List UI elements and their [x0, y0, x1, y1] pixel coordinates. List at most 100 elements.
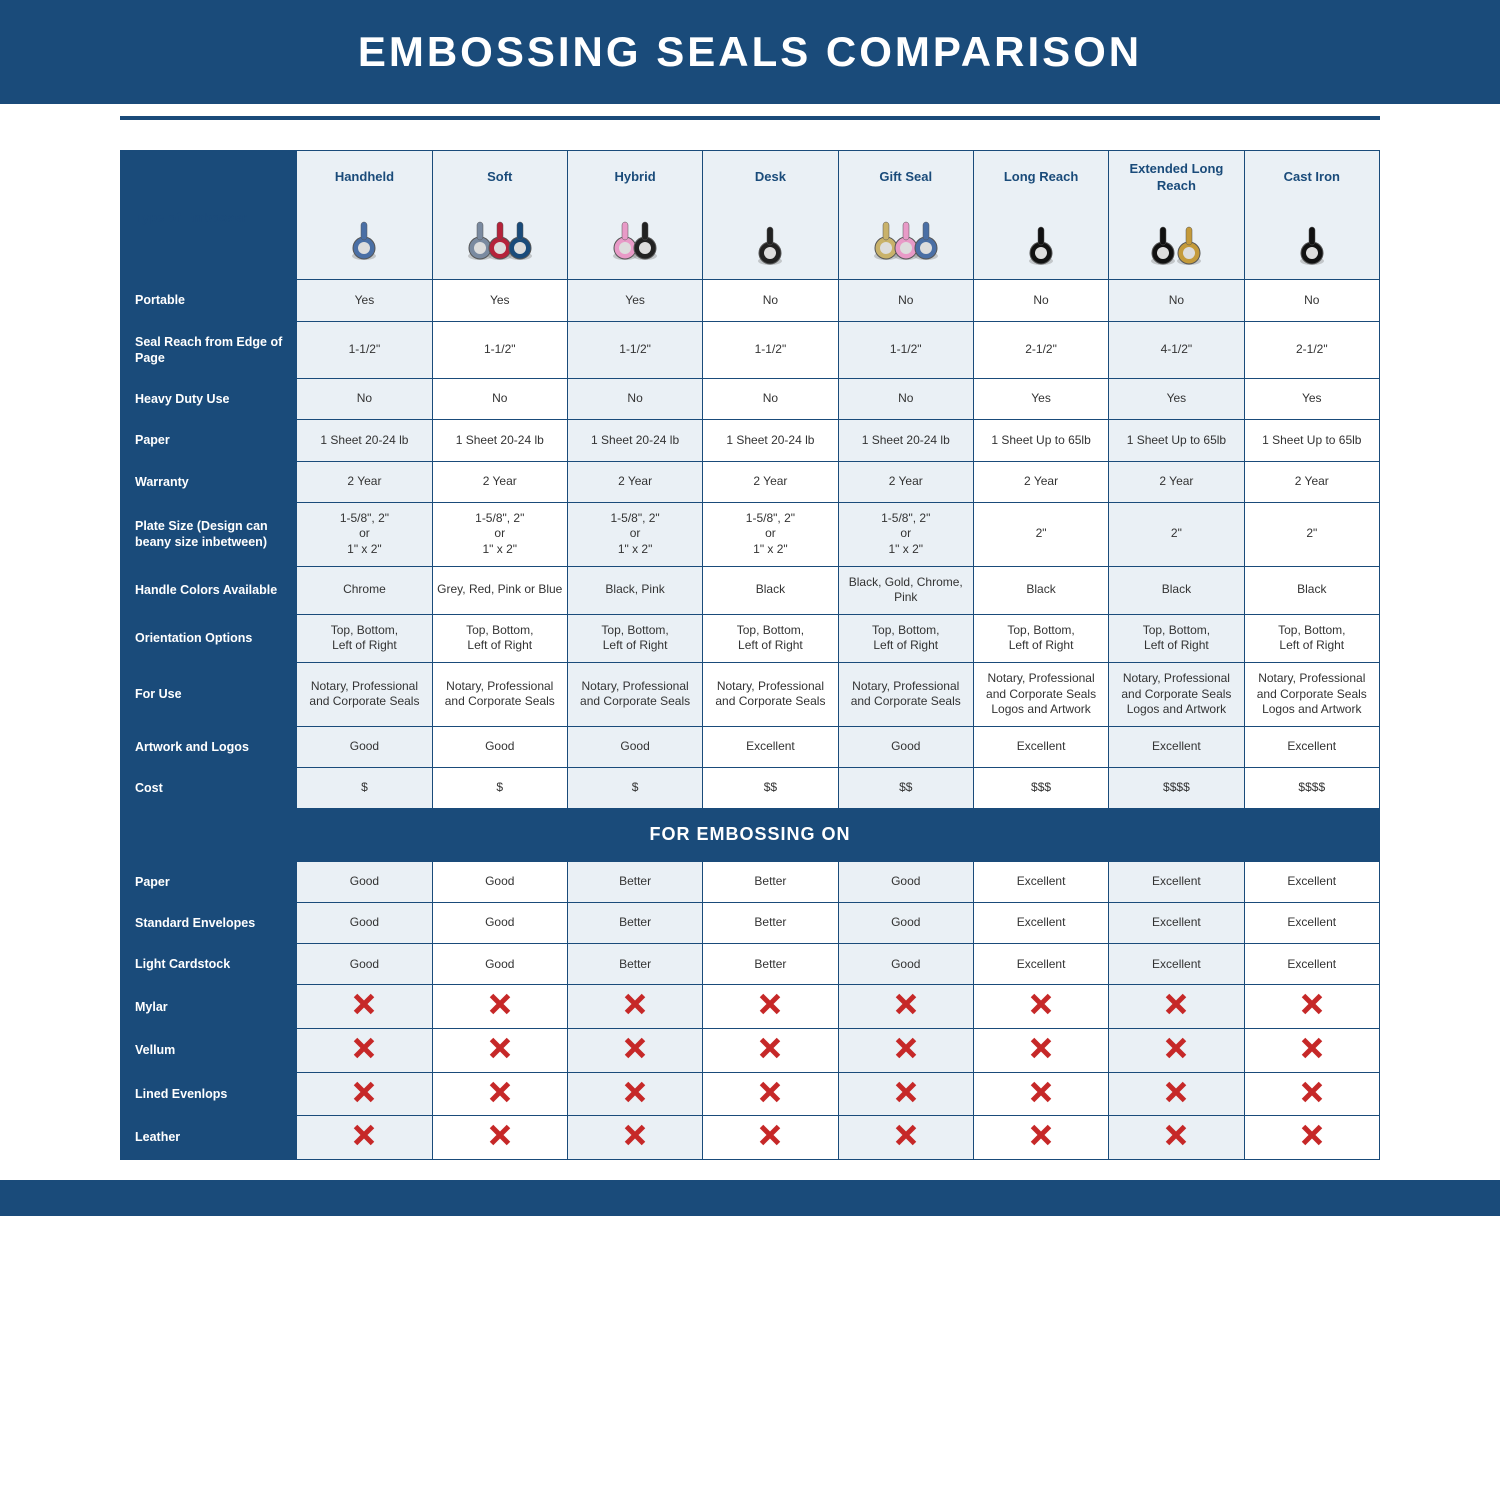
- not-supported-icon: [759, 1124, 781, 1146]
- table-cell: [838, 1116, 973, 1160]
- table-cell: 2": [1244, 502, 1379, 566]
- table-cell: 2 Year: [838, 461, 973, 502]
- table-cell: 2 Year: [297, 461, 432, 502]
- table-cell: 1-5/8", 2"or1" x 2": [703, 502, 838, 566]
- table-cell: Black: [1244, 566, 1379, 614]
- table-cell: [297, 1072, 432, 1116]
- table-cell: No: [703, 379, 838, 420]
- not-supported-icon: [1165, 1037, 1187, 1059]
- table-cell: [567, 1116, 702, 1160]
- table-cell: Top, Bottom,Left of Right: [838, 614, 973, 662]
- not-supported-icon: [624, 993, 646, 1015]
- column-header: Gift Seal: [838, 151, 973, 199]
- table-cell: No: [297, 379, 432, 420]
- table-cell: [703, 1116, 838, 1160]
- table-cell: $: [432, 768, 567, 809]
- row-label: Paper: [121, 420, 297, 461]
- table-cell: Black: [973, 566, 1108, 614]
- column-header: Handheld: [297, 151, 432, 199]
- table-cell: Excellent: [1109, 861, 1244, 902]
- table-cell: [703, 1072, 838, 1116]
- table-cell: Notary, Professional and Corporate Seals…: [973, 663, 1108, 727]
- embosser-image-cell: [567, 199, 702, 280]
- table-cell: 2": [1109, 502, 1244, 566]
- not-supported-icon: [624, 1037, 646, 1059]
- not-supported-icon: [1030, 1124, 1052, 1146]
- table-cell: Excellent: [1109, 944, 1244, 985]
- table-cell: 1-1/2": [432, 321, 567, 379]
- footer-bar: [0, 1180, 1500, 1216]
- not-supported-icon: [1301, 993, 1323, 1015]
- table-cell: [1244, 985, 1379, 1029]
- not-supported-icon: [489, 1124, 511, 1146]
- not-supported-icon: [1165, 1081, 1187, 1103]
- not-supported-icon: [353, 993, 375, 1015]
- table-cell: $: [567, 768, 702, 809]
- table-cell: Good: [432, 726, 567, 767]
- table-cell: Better: [567, 861, 702, 902]
- table-cell: 1 Sheet 20-24 lb: [567, 420, 702, 461]
- column-header: Cast Iron: [1244, 151, 1379, 199]
- embosser-icon: [1001, 207, 1081, 267]
- table-cell: Black: [1109, 566, 1244, 614]
- table-cell: 1 Sheet 20-24 lb: [432, 420, 567, 461]
- table-cell: $$$: [973, 768, 1108, 809]
- not-supported-icon: [1165, 993, 1187, 1015]
- not-supported-icon: [895, 1037, 917, 1059]
- row-label: Cost: [121, 768, 297, 809]
- not-supported-icon: [489, 993, 511, 1015]
- table-cell: [703, 1029, 838, 1073]
- page-title: EMBOSSING SEALS COMPARISON: [0, 0, 1500, 104]
- table-cell: Top, Bottom,Left of Right: [567, 614, 702, 662]
- not-supported-icon: [624, 1124, 646, 1146]
- table-cell: Better: [703, 861, 838, 902]
- table-row: Artwork and LogosGoodGoodGoodExcellentGo…: [121, 726, 1380, 767]
- table-cell: 2 Year: [1109, 461, 1244, 502]
- table-cell: 2 Year: [432, 461, 567, 502]
- table-cell: 2-1/2": [973, 321, 1108, 379]
- table-row: Leather: [121, 1116, 1380, 1160]
- table-cell: Good: [297, 902, 432, 943]
- table-cell: No: [973, 280, 1108, 321]
- table-cell: Good: [297, 726, 432, 767]
- table-cell: Top, Bottom,Left of Right: [973, 614, 1108, 662]
- table-cell: [973, 985, 1108, 1029]
- row-label: Leather: [121, 1116, 297, 1160]
- embosser-icon: [846, 212, 966, 262]
- embosser-image-cell: [703, 199, 838, 280]
- table-cell: No: [432, 379, 567, 420]
- table-cell: [432, 1029, 567, 1073]
- table-cell: No: [1109, 280, 1244, 321]
- table-cell: Good: [838, 902, 973, 943]
- table-cell: [838, 1072, 973, 1116]
- table-cell: $$$$: [1109, 768, 1244, 809]
- not-supported-icon: [1030, 1037, 1052, 1059]
- table-cell: Top, Bottom,Left of Right: [703, 614, 838, 662]
- table-cell: Notary, Professional and Corporate Seals: [297, 663, 432, 727]
- table-cell: Good: [567, 726, 702, 767]
- row-label: Heavy Duty Use: [121, 379, 297, 420]
- table-cell: [432, 985, 567, 1029]
- table-cell: [567, 985, 702, 1029]
- not-supported-icon: [895, 1124, 917, 1146]
- column-header: Soft: [432, 151, 567, 199]
- table-cell: Black: [703, 566, 838, 614]
- table-row: Lined Evenlops: [121, 1072, 1380, 1116]
- table-cell: [973, 1116, 1108, 1160]
- table-cell: [1244, 1072, 1379, 1116]
- table-cell: 1 Sheet 20-24 lb: [838, 420, 973, 461]
- not-supported-icon: [759, 1081, 781, 1103]
- not-supported-icon: [624, 1081, 646, 1103]
- table-cell: Excellent: [973, 861, 1108, 902]
- embosser-icon: [1272, 207, 1352, 267]
- table-cell: Excellent: [973, 944, 1108, 985]
- table-cell: Excellent: [1244, 726, 1379, 767]
- table-cell: Top, Bottom,Left of Right: [1109, 614, 1244, 662]
- row-label: Warranty: [121, 461, 297, 502]
- table-cell: 1-1/2": [297, 321, 432, 379]
- embosser-image-cell: [297, 199, 432, 280]
- table-cell: [973, 1072, 1108, 1116]
- header-row: Type of EmbosserHandheldSoftHybridDeskGi…: [121, 151, 1380, 199]
- table-cell: Excellent: [1244, 861, 1379, 902]
- table-cell: Excellent: [1109, 902, 1244, 943]
